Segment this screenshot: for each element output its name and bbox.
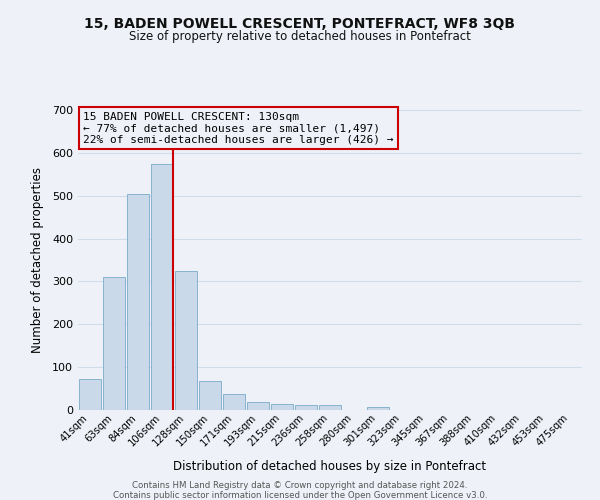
Text: 15 BADEN POWELL CRESCENT: 130sqm
← 77% of detached houses are smaller (1,497)
22: 15 BADEN POWELL CRESCENT: 130sqm ← 77% o…	[83, 112, 394, 144]
Bar	[199, 382, 221, 410]
Bar	[151, 164, 173, 410]
Bar	[127, 194, 149, 410]
Bar	[367, 407, 389, 410]
Bar	[247, 402, 269, 410]
Bar	[271, 404, 293, 410]
Bar	[79, 379, 101, 410]
Text: Contains HM Land Registry data © Crown copyright and database right 2024.: Contains HM Land Registry data © Crown c…	[132, 481, 468, 490]
Text: 15, BADEN POWELL CRESCENT, PONTEFRACT, WF8 3QB: 15, BADEN POWELL CRESCENT, PONTEFRACT, W…	[85, 18, 515, 32]
Bar	[295, 406, 317, 410]
Bar	[223, 394, 245, 410]
Y-axis label: Number of detached properties: Number of detached properties	[31, 167, 44, 353]
Bar	[103, 276, 125, 410]
X-axis label: Distribution of detached houses by size in Pontefract: Distribution of detached houses by size …	[173, 460, 487, 472]
Bar	[175, 270, 197, 410]
Text: Size of property relative to detached houses in Pontefract: Size of property relative to detached ho…	[129, 30, 471, 43]
Text: Contains public sector information licensed under the Open Government Licence v3: Contains public sector information licen…	[113, 491, 487, 500]
Bar	[319, 405, 341, 410]
